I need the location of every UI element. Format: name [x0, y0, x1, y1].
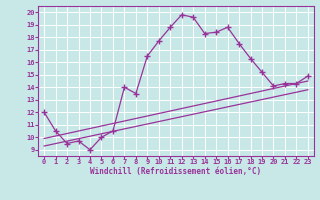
X-axis label: Windchill (Refroidissement éolien,°C): Windchill (Refroidissement éolien,°C)	[91, 167, 261, 176]
